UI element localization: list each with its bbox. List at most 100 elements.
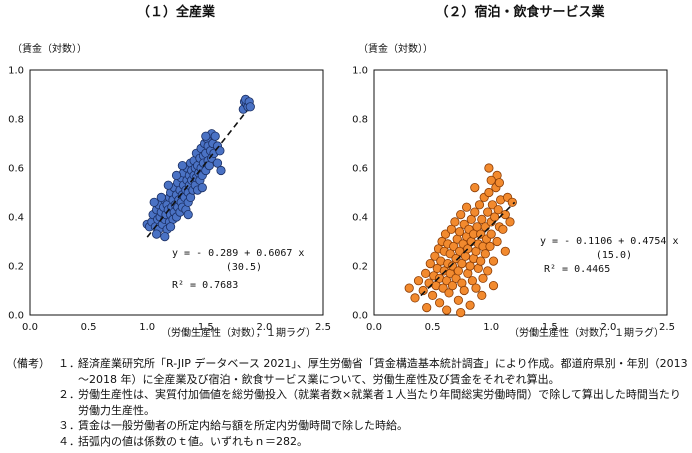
scatter-point	[507, 197, 517, 207]
scatter-point	[156, 192, 166, 202]
scatter-point	[446, 224, 456, 234]
y-tick-label: 0.6	[352, 164, 368, 175]
scatter-point	[210, 131, 220, 141]
scatter-point	[216, 165, 226, 176]
y-tick-label: 0.2	[8, 262, 24, 273]
scatter-point	[166, 222, 176, 232]
note-text: 賃金は一般労働者の所定内給与額を所定内労働時間で除した時給。	[78, 419, 408, 432]
regression-equation: y = - 0.1106 + 0.4754 x	[540, 236, 678, 247]
regression-line	[146, 110, 248, 238]
chart-title: （１）全産業	[137, 4, 216, 20]
x-tick-label: 0.0	[366, 322, 382, 333]
y-tick-label: 1.0	[352, 66, 368, 77]
x-tick-label: 0.0	[22, 322, 38, 333]
r-squared: R² = 0.7683	[172, 280, 238, 291]
scatter-point	[413, 276, 424, 286]
scatter-point	[447, 261, 458, 271]
scatter-point	[422, 302, 432, 313]
regression-equation: y = - 0.289 + 0.6067 x	[172, 248, 304, 259]
scatter-point	[498, 224, 508, 234]
scatter-point	[492, 236, 502, 247]
r-squared: R² = 0.4465	[544, 264, 610, 275]
scatter-point	[450, 217, 460, 227]
scatter-point	[478, 273, 488, 283]
y-tick-label: 0.4	[8, 213, 24, 224]
scatter-point	[451, 254, 461, 264]
scatter-point	[485, 241, 495, 251]
scatter-point	[183, 210, 193, 220]
plot-frame	[373, 69, 668, 316]
scatter-point	[201, 131, 211, 141]
scatter-point	[447, 280, 458, 291]
scatter-point	[486, 175, 496, 185]
scatter-point	[500, 246, 510, 256]
scatter-point	[461, 202, 472, 212]
note-item: （備考） １． 経済産業研究所「R-JIP データベース 2021」、厚生労働省…	[6, 356, 690, 387]
scatter-point	[477, 214, 487, 224]
scatter-point	[480, 249, 490, 259]
chart-title: （２）宿泊・飲食サービス業	[435, 4, 605, 20]
scatter-point	[456, 307, 466, 318]
scatter-point	[476, 256, 486, 266]
notes-section: （備考） １． 経済産業研究所「R-JIP データベース 2021」、厚生労働省…	[6, 356, 690, 449]
scatter-point	[430, 251, 440, 261]
scatter-point	[177, 161, 187, 171]
notes-heading: （備考）	[6, 357, 50, 370]
scatter-point	[467, 276, 477, 286]
note-number: ２．	[58, 388, 80, 401]
x-tick-label: 1.0	[139, 322, 155, 333]
x-tick-label: 2.0	[600, 322, 616, 333]
t-value: (15.0)	[596, 250, 632, 261]
plot-frame	[29, 69, 324, 316]
note-number: １．	[58, 357, 80, 370]
note-text: 労働生産性は、実質付加価値を総労働投入（就業者数×就業者１人当たり年間総実労働時…	[78, 388, 681, 417]
note-text: 括弧内の値は係数のｔ値。いずれもｎ＝282。	[78, 434, 308, 448]
scatter-point	[454, 227, 465, 237]
scatter-point	[418, 285, 428, 296]
x-tick-label: 1.5	[198, 322, 214, 333]
y-tick-label: 0.2	[352, 262, 368, 273]
scatter-point	[449, 241, 459, 251]
y-axis-label: （賃金（対数））	[358, 42, 433, 55]
y-tick-label: 1.0	[8, 66, 24, 77]
x-tick-label: 2.5	[315, 322, 331, 333]
y-tick-label: 0.0	[8, 311, 24, 322]
scatter-point	[456, 210, 466, 220]
y-tick-label: 0.0	[352, 311, 368, 322]
scatter-point	[470, 183, 480, 193]
scatter-point	[483, 207, 493, 217]
scatter-point	[442, 305, 452, 315]
scatter-point	[444, 288, 454, 298]
note-text: 経済産業研究所「R-JIP データベース 2021」、厚生労働省「賃金構造基本統…	[78, 357, 688, 386]
x-tick-label: 0.5	[81, 322, 97, 333]
scatter-point	[486, 229, 496, 239]
scatter-point	[438, 283, 448, 293]
scatter-point	[442, 276, 452, 286]
scatter-point	[453, 266, 463, 276]
scatter-point	[454, 246, 465, 256]
scatter-point	[197, 183, 207, 193]
scatter-point	[488, 256, 499, 266]
y-tick-label: 0.6	[8, 164, 24, 175]
scatter-point	[487, 200, 497, 210]
scatter-point	[459, 285, 469, 296]
scatter-point	[483, 266, 493, 276]
scatter-point	[476, 229, 486, 239]
scatter-point	[453, 295, 463, 305]
scatter-point	[465, 261, 475, 271]
x-tick-label: 0.5	[425, 322, 441, 333]
scatter-point	[160, 232, 170, 242]
scatter-point	[477, 290, 487, 300]
x-axis-label: （労働生産性（対数），１期ラグ）	[509, 326, 664, 339]
scatter-point	[212, 158, 223, 168]
scatter-point	[470, 207, 480, 217]
x-tick-label: 1.5	[542, 322, 558, 333]
scatter-charts: （１）全産業 （賃金（対数）） 0.0 0.2 0.4 0.6 0.8 1.0 0.0 0.5 1.…	[8, 4, 678, 339]
scatter-point	[404, 283, 414, 293]
scatter-point	[494, 178, 504, 188]
note-item: ３． 賃金は一般労働者の所定内給与額を所定内労働時間で除した時給。	[6, 418, 690, 434]
x-tick-label: 1.0	[483, 322, 499, 333]
x-axis-label: （労働生産性（対数），１期ラグ）	[161, 326, 316, 339]
t-value: (30.5)	[226, 262, 262, 273]
